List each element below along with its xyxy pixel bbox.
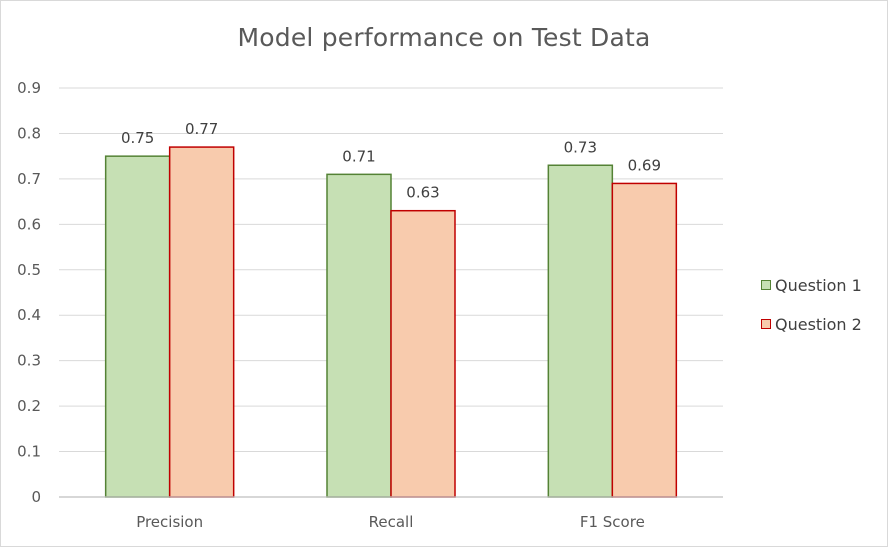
legend-swatch-question-1 [761,280,771,290]
y-tick-label: 0.2 [17,397,41,415]
legend-label-question-1: Question 1 [775,275,862,295]
y-tick-label: 0.7 [17,170,41,188]
y-tick-label: 0.8 [17,124,41,142]
y-tick-label: 0.6 [17,215,41,233]
data-label: 0.63 [406,184,439,202]
data-label: 0.71 [342,147,375,165]
bar-f1-score-series-1 [547,164,614,498]
data-label: 0.75 [121,129,154,147]
bar-precision-series-1 [104,155,171,498]
x-tick-label: Precision [136,513,203,531]
legend-swatch-question-2 [761,319,771,329]
data-label: 0.77 [185,120,218,138]
bar-f1-score-series-2 [611,182,678,498]
chart-title: Model performance on Test Data [237,23,651,52]
legend-item-question-1: Question 1 [761,275,862,295]
bar-recall-series-1 [326,173,392,498]
y-tick-label: 0.3 [17,352,41,370]
y-tick-label: 0 [31,488,41,506]
legend-label-question-2: Question 2 [775,314,862,334]
y-tick-label: 0.1 [17,443,41,461]
bar-recall-series-2 [390,209,456,498]
y-tick-label: 0.4 [17,306,41,324]
y-tick-label: 0.9 [17,79,41,97]
x-tick-label: Recall [369,513,414,531]
x-tick-label: F1 Score [580,513,645,531]
data-label: 0.73 [564,138,597,156]
data-label: 0.69 [628,156,661,174]
legend-item-question-2: Question 2 [761,314,862,334]
bar-precision-series-2 [168,146,235,498]
legend: Question 1 Question 2 [761,275,862,353]
y-tick-label: 0.5 [17,261,41,279]
